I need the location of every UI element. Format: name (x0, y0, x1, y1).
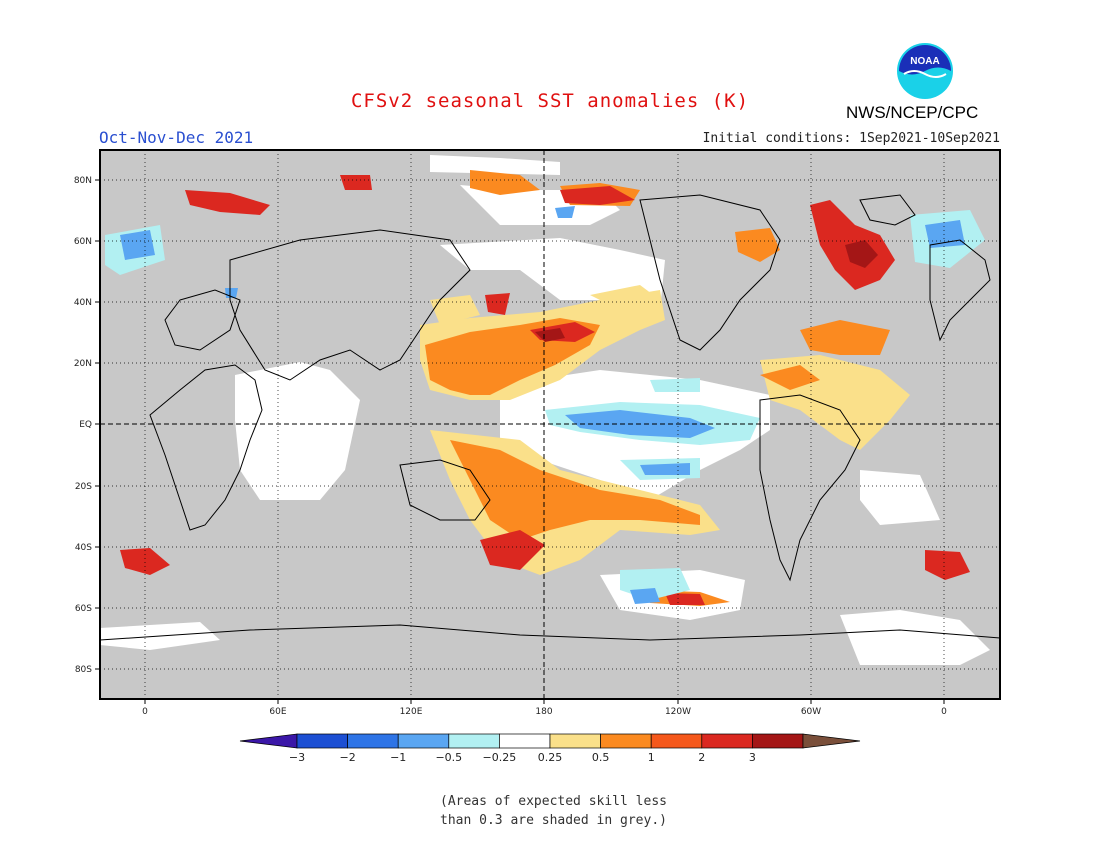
axis-ticks (95, 179, 945, 704)
colorbar-left-arrow (239, 733, 298, 749)
very-strong-positive-anomaly-areas (535, 240, 878, 342)
lat-label: 80S (75, 665, 92, 675)
reference-lines (100, 150, 1000, 699)
noaa-logo-text: NOAA (910, 56, 939, 67)
footnote-line-1: (Areas of expected skill less (440, 794, 667, 809)
colorbar-swatch (701, 733, 753, 749)
continent-outlines (100, 194, 1000, 641)
lat-label: 80N (74, 176, 92, 186)
lat-label: 60N (74, 237, 92, 247)
colorbar-swatch (752, 733, 804, 749)
footnote-line-2: than 0.3 are shaded in grey.) (440, 813, 667, 828)
colorbar-label: 0.25 (538, 751, 563, 764)
lat-label: EQ (79, 420, 92, 430)
colorbar-label: 0.5 (592, 751, 610, 764)
initial-conditions-label: Initial conditions: 1Sep2021-10Sep2021 (702, 131, 1000, 146)
colorbar-label: −3 (289, 751, 305, 764)
colorbar-label: −1 (390, 751, 406, 764)
lat-label: 20N (74, 359, 92, 369)
lat-label: 40N (74, 298, 92, 308)
colorbar-label: 1 (648, 751, 655, 764)
colorbar-swatch (347, 733, 399, 749)
colorbar-swatch (600, 733, 652, 749)
footnote: (Areas of expected skill less than 0.3 a… (440, 792, 760, 830)
colorbar-label: −2 (339, 751, 355, 764)
lat-label: 20S (75, 482, 92, 492)
longitude-labels: 0 60E 120E 180 120W 60W 0 (142, 707, 947, 717)
lon-label: 60E (269, 707, 286, 717)
colorbar-swatch (650, 733, 703, 749)
colorbar-swatch (296, 733, 348, 749)
lon-label: 0 (941, 707, 947, 717)
colorbar-right-arrow (802, 733, 861, 749)
colorbar-label: −0.5 (435, 751, 462, 764)
lon-label: 60W (801, 707, 821, 717)
colorbar-swatch (397, 733, 450, 749)
colorbar-legend: −3 −2 −1 −0.5 −0.25 0.25 0.5 1 2 3 (239, 733, 861, 764)
lat-label: 40S (75, 543, 92, 553)
colorbar-swatch (448, 733, 500, 749)
colorbar-swatch (499, 733, 551, 749)
map-title: CFSv2 seasonal SST anomalies (K) (350, 90, 750, 112)
noaa-logo: NOAA (897, 43, 953, 99)
lon-label: 0 (142, 707, 148, 717)
organization-label: NWS/NCEP/CPC (846, 103, 979, 122)
lon-label: 120W (665, 707, 691, 717)
colorbar-label: −0.25 (483, 751, 517, 764)
latitude-labels: 80N 60N 40N 20N EQ 20S 40S 60S 80S (74, 176, 92, 675)
colorbar-label: 3 (749, 751, 756, 764)
colorbar-swatch (549, 733, 601, 749)
lon-label: 180 (535, 707, 552, 717)
lat-label: 60S (75, 604, 92, 614)
lon-label: 120E (400, 707, 423, 717)
colorbar-label: 2 (698, 751, 705, 764)
season-label: Oct-Nov-Dec 2021 (99, 128, 254, 147)
